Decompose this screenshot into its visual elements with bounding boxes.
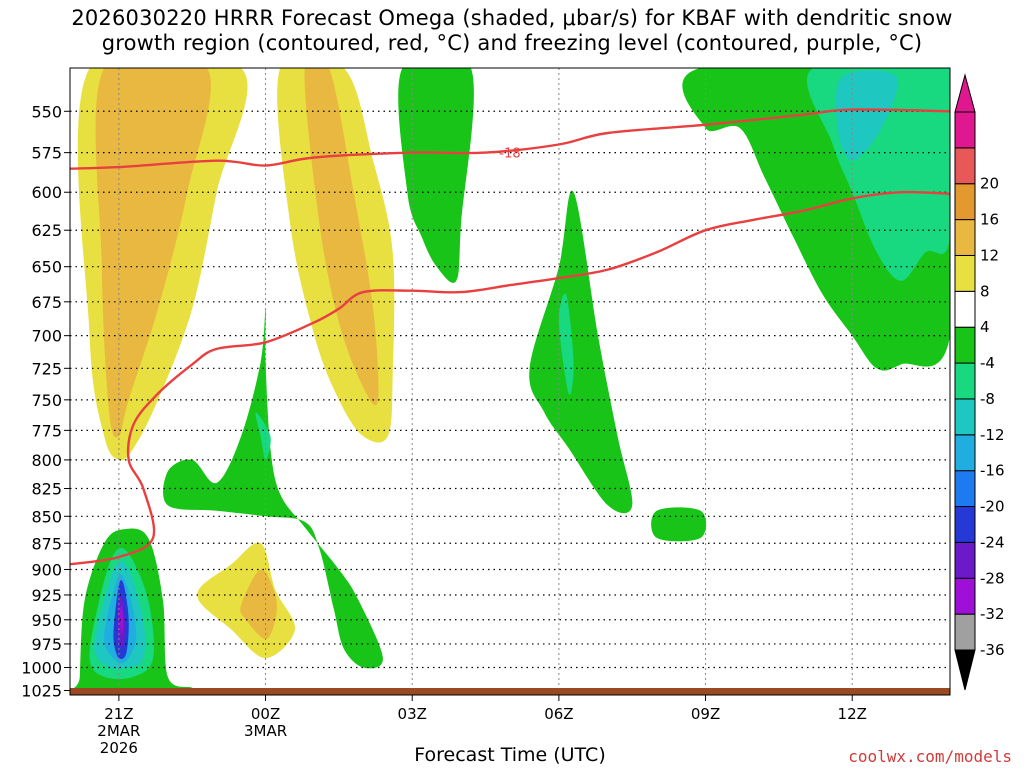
y-axis-ticks: 550 575 600 625 650 675 700 725 750 775 800 825 850 8… bbox=[21, 102, 70, 700]
y-tick-label: 800 bbox=[31, 451, 62, 470]
colorbar-band bbox=[954, 183, 976, 221]
colorbar-label: -8 bbox=[980, 390, 995, 408]
colorbar-band bbox=[954, 326, 976, 364]
plot-frame bbox=[69, 67, 951, 696]
omega-region bbox=[240, 569, 277, 640]
y-tick-label: 850 bbox=[31, 507, 62, 526]
colorbar-over-arrow bbox=[954, 73, 976, 113]
colorbar-label: -32 bbox=[980, 605, 1005, 623]
omega-region bbox=[255, 412, 271, 460]
colorbar-label: -28 bbox=[980, 569, 1005, 587]
x-tick-date: 3MAR bbox=[244, 722, 287, 740]
chart-title-line-1: 2026030220 HRRR Forecast Omega (shaded, … bbox=[71, 6, 953, 30]
colorbar-band bbox=[954, 470, 976, 508]
colorbar-band bbox=[954, 362, 976, 400]
colorbar-label: -16 bbox=[980, 462, 1005, 480]
y-tick-label: 675 bbox=[31, 293, 62, 312]
y-tick-label: 650 bbox=[31, 258, 62, 277]
y-tick-label: 625 bbox=[31, 221, 62, 240]
dendritic-growth-contours: -18 bbox=[70, 108, 950, 566]
colorbar-label: 8 bbox=[980, 282, 990, 300]
colorbar: -36 -32 -28 -24 -20 -16 -12 -8 -4 4 8 12 16 20 bbox=[954, 73, 1005, 691]
dgz-contour-line bbox=[70, 190, 950, 566]
colorbar-label: 12 bbox=[980, 246, 999, 264]
y-tick-label: 725 bbox=[31, 359, 62, 378]
omega-region bbox=[119, 604, 124, 635]
colorbar-label: -24 bbox=[980, 533, 1005, 551]
omega-shading bbox=[71, 68, 950, 694]
omega-region bbox=[529, 190, 633, 514]
y-tick-label: 1000 bbox=[21, 658, 62, 677]
y-tick-label: 575 bbox=[31, 144, 62, 163]
x-tick-label: 21Z bbox=[104, 705, 133, 723]
y-tick-label: 900 bbox=[31, 560, 62, 579]
y-tick-label: 750 bbox=[31, 391, 62, 410]
x-tick-date: 2MAR bbox=[97, 722, 140, 740]
colorbar-band bbox=[954, 506, 976, 543]
omega-region bbox=[651, 507, 707, 542]
x-axis-label: Forecast Time (UTC) bbox=[414, 744, 606, 766]
y-tick-label: 600 bbox=[31, 183, 62, 202]
y-tick-label: 700 bbox=[31, 327, 62, 346]
x-tick-label: 03Z bbox=[398, 705, 427, 723]
omega-region bbox=[558, 293, 574, 395]
y-tick-label: 1025 bbox=[21, 681, 62, 700]
ground-strip bbox=[70, 688, 950, 695]
x-tick-label: 09Z bbox=[691, 705, 720, 723]
chart-title: 2026030220 HRRR Forecast Omega (shaded, … bbox=[0, 6, 1024, 56]
omega-region bbox=[163, 308, 383, 669]
y-tick-label: 775 bbox=[31, 421, 62, 440]
x-tick-label: 00Z bbox=[251, 705, 280, 723]
dgz-contour-label: -18 bbox=[499, 147, 520, 162]
y-tick-label: 550 bbox=[31, 102, 62, 121]
colorbar-band bbox=[954, 434, 976, 472]
colorbar-label: 16 bbox=[980, 211, 999, 229]
y-tick-label: 925 bbox=[31, 586, 62, 605]
colorbar-band bbox=[954, 147, 976, 185]
colorbar-band bbox=[954, 398, 976, 436]
dgz-contour-line bbox=[70, 108, 950, 170]
colorbar-label: -20 bbox=[980, 498, 1005, 516]
colorbar-label: -36 bbox=[980, 641, 1005, 659]
colorbar-band bbox=[954, 290, 976, 328]
colorbar-label: 20 bbox=[980, 175, 999, 193]
x-tick-label: 12Z bbox=[838, 705, 867, 723]
x-tick-label: 06Z bbox=[544, 705, 573, 723]
omega-region bbox=[835, 70, 898, 161]
colorbar-label: 4 bbox=[980, 318, 990, 336]
colorbar-label: -4 bbox=[980, 354, 995, 372]
y-tick-label: 875 bbox=[31, 534, 62, 553]
omega-region bbox=[95, 68, 211, 438]
x-tick-year: 2026 bbox=[100, 739, 138, 757]
colorbar-label: -12 bbox=[980, 426, 1005, 444]
y-tick-label: 975 bbox=[31, 635, 62, 654]
y-tick-label: 950 bbox=[31, 611, 62, 630]
colorbar-band bbox=[954, 111, 976, 149]
credit-link[interactable]: coolwx.com/models bbox=[848, 747, 1012, 766]
ground-band bbox=[70, 688, 950, 695]
colorbar-band bbox=[954, 254, 976, 292]
colorbar-band bbox=[954, 613, 976, 651]
colorbar-band bbox=[954, 577, 976, 615]
omega-region bbox=[398, 68, 474, 283]
colorbar-band bbox=[954, 541, 976, 579]
y-tick-label: 825 bbox=[31, 480, 62, 499]
colorbar-band bbox=[954, 219, 976, 256]
colorbar-under-arrow bbox=[954, 649, 976, 691]
chart-title-line-2: growth region (contoured, red, °C) and f… bbox=[101, 31, 923, 55]
